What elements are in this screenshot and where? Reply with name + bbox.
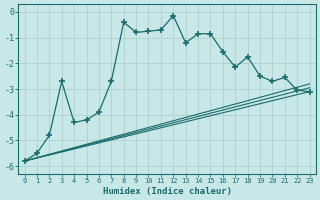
X-axis label: Humidex (Indice chaleur): Humidex (Indice chaleur) <box>103 187 232 196</box>
